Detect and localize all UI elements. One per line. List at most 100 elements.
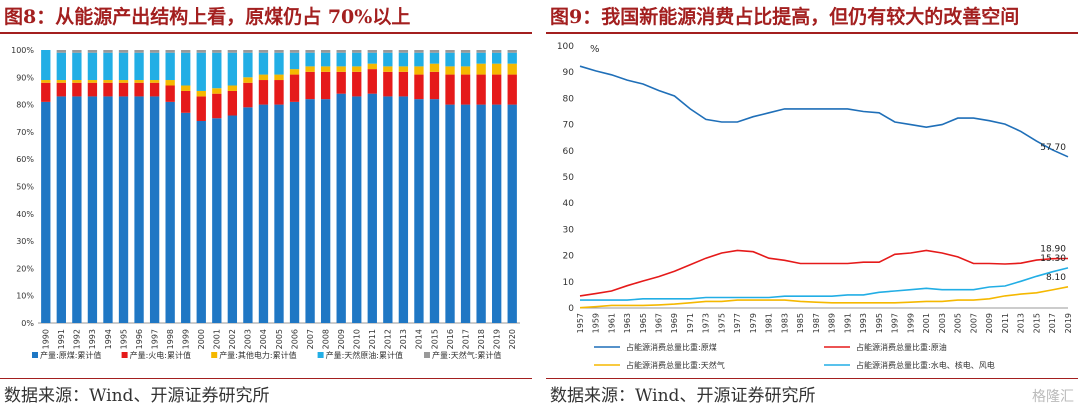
bar-segment [352,66,362,72]
x-tick-label: 2019 [492,329,501,349]
bar-segment [507,50,517,53]
bar-segment [414,52,424,67]
bar-segment [87,50,98,53]
bar-segment [320,50,331,53]
bar-segment [445,52,455,67]
bar-segment [367,93,377,324]
bar-segment [492,52,502,64]
x-tick-label: 1969 [670,313,679,333]
bar-segment [181,50,191,53]
end-data-label: 57.70 [1040,143,1066,153]
bar-segment [212,52,222,89]
bar-segment [274,52,284,75]
bar-segment [352,50,362,53]
bar-segment [118,52,129,81]
bar-segment [196,120,206,323]
bar-segment [41,82,51,102]
bar-segment [87,96,98,323]
x-tick-label: 1965 [639,313,648,333]
bar-segment [149,96,160,323]
bar-segment [181,52,191,86]
x-tick-label: 1973 [702,313,711,333]
y-tick-label: 70 [563,121,575,131]
end-data-label: 8.10 [1046,273,1066,283]
bar-segment [429,71,440,100]
x-tick-label: 2004 [259,329,268,349]
y-tick-label: 30 [563,225,575,235]
bar-segment [507,63,517,75]
y-tick-label: 0% [21,319,34,328]
x-tick-label: 1999 [906,313,915,333]
bar-segment [414,74,424,100]
y-tick-label: 50% [16,183,34,192]
bar-segment [72,52,82,81]
bar-segment [196,96,206,121]
bar-segment [258,80,269,105]
bar-segment [149,82,160,97]
bar-segment [289,74,300,102]
x-tick-label: 1983 [780,313,789,333]
y-tick-label: 80 [563,94,575,104]
x-tick-label: 1987 [812,313,821,333]
right-panel: 图9：我国新能源消费占比提高，但仍有较大的改善空间 0 10 20 30 40 50 60 7… [546,0,1078,412]
bar-segment [383,71,393,97]
right-source-rule [546,378,1078,379]
legend-label: 占能源消费总量比重:天然气 [626,360,725,370]
bar-segment [274,80,284,105]
x-tick-label: 1993 [859,313,868,333]
bar-segment [445,104,455,323]
bar-segment [56,82,66,97]
y-tick-label: 70% [16,128,34,137]
bar-segment [118,82,129,97]
y-tick-label: 20% [16,264,34,273]
legend-label: 产量:火电:累计值 [130,350,191,360]
bar-segment [320,99,331,323]
y-tick-label: 60% [16,155,34,164]
bar-segment [336,71,346,94]
x-tick-label: 2009 [337,329,346,349]
y-tick-label: 20 [563,252,575,262]
bar-segment [476,74,486,105]
bar-segment [429,50,440,53]
x-tick-label: 1979 [749,313,758,333]
series-line [579,249,1069,297]
bar-segment [56,50,66,53]
bar-segment [352,52,362,67]
legend-swatch [211,352,218,358]
bar-segment [398,66,409,72]
x-tick-label: 1990 [42,329,51,349]
x-tick-label: 2008 [321,329,330,349]
bar-segment [181,90,191,113]
bar-segment [103,80,113,83]
x-tick-label: 2018 [477,329,486,349]
bar-segment [445,50,455,53]
bar-segment [274,50,284,53]
bar-segment [320,66,331,72]
x-tick-label: 2000 [197,329,206,349]
x-tick-label: 1963 [623,313,632,333]
bar-segment [41,80,51,83]
bar-segment [72,82,82,97]
bar-segment [383,50,393,53]
legend-label: 产量:原煤:累计值 [40,350,101,360]
right-title: 图9：我国新能源消费占比提高，但仍有较大的改善空间 [550,6,1020,28]
bar-segment [383,52,393,67]
bar-segment [507,74,517,105]
bar-segment [398,50,409,53]
bar-segment [367,69,377,94]
bar-segment [305,66,315,72]
legend-swatch [121,352,128,358]
bar-segment [507,52,517,64]
x-tick-label: 2010 [353,329,362,349]
bar-segment [336,66,346,72]
x-tick-label: 2007 [306,329,315,349]
bar-segment [289,69,300,75]
bar-segment [41,101,51,324]
bar-segment [56,96,66,323]
bar-segment [383,96,393,323]
x-tick-label: 2003 [244,329,253,349]
bar-segment [243,107,253,323]
x-tick-label: 2011 [368,329,377,349]
bar-segment [165,80,175,86]
bar-segment [165,101,175,324]
